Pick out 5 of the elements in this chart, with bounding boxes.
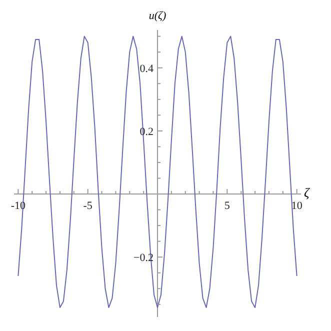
y-axis-title: u(ζ) xyxy=(148,10,168,22)
x-tick-label: -5 xyxy=(83,200,93,212)
x-tick-label: 5 xyxy=(224,200,230,212)
y-tick-label: 0.4 xyxy=(140,62,154,75)
x-axis-title: ζ xyxy=(304,185,310,201)
